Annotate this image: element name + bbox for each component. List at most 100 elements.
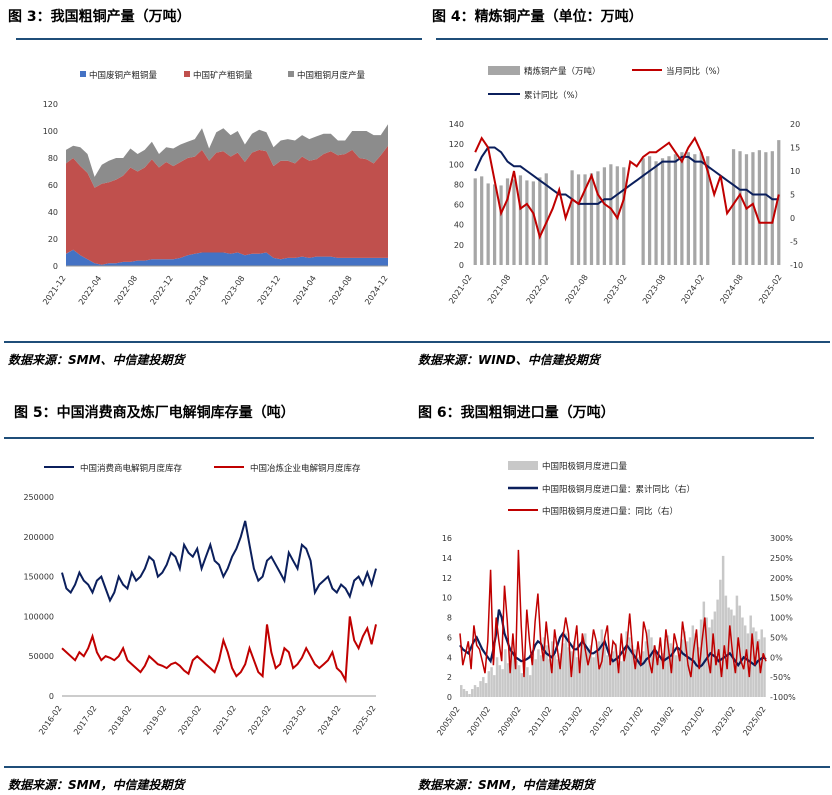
legend-label: 当月同比（%） bbox=[666, 66, 725, 77]
y-tick-label: 40 bbox=[48, 208, 58, 217]
legend-label: 中国阳极铜月度进口量：同比（右） bbox=[542, 506, 678, 517]
bar bbox=[462, 689, 466, 697]
bar bbox=[573, 641, 576, 697]
bar bbox=[564, 633, 568, 697]
figure5-source: 数据来源：SMM，中信建投期货 bbox=[8, 778, 185, 792]
bar bbox=[471, 689, 474, 697]
line-consumer-inventory bbox=[61, 520, 377, 603]
bar bbox=[751, 152, 755, 265]
bar bbox=[697, 647, 700, 697]
bar bbox=[504, 649, 507, 697]
legend-label: 中国废铜产粗铜量 bbox=[89, 70, 158, 81]
y-right-tick-label: 50% bbox=[770, 633, 788, 642]
y-left-tick-label: 16 bbox=[442, 534, 452, 543]
bar bbox=[556, 659, 559, 697]
bar bbox=[506, 663, 510, 697]
bar bbox=[617, 655, 620, 697]
y-tick-label: 150000 bbox=[23, 573, 54, 582]
y-right-tick-label: 0 bbox=[790, 214, 795, 223]
y-left-tick-label: 10 bbox=[442, 594, 452, 603]
x-tick-label: 2025/02 bbox=[741, 705, 767, 737]
bar bbox=[680, 152, 684, 265]
y-tick-label: 0 bbox=[53, 262, 58, 271]
bar bbox=[654, 161, 658, 265]
y-left-tick-label: 140 bbox=[449, 120, 464, 129]
bar bbox=[525, 180, 529, 265]
bar bbox=[480, 176, 484, 265]
y-left-tick-label: 60 bbox=[454, 201, 464, 210]
bar bbox=[493, 675, 496, 697]
bar bbox=[731, 149, 736, 265]
y-right-tick-label: 15 bbox=[790, 144, 800, 153]
bar bbox=[570, 170, 574, 265]
bar bbox=[724, 595, 728, 697]
bar bbox=[465, 691, 468, 697]
bar bbox=[757, 150, 762, 265]
x-tick-label: 2022-02 bbox=[525, 273, 552, 306]
x-tick-label: 2005/02 bbox=[435, 705, 461, 737]
bar bbox=[517, 665, 521, 697]
figure4-chart: 0 20 40 60 80 100 120 140 -10 -5 0 5 10 15 20 2021-02 20… bbox=[447, 66, 803, 306]
bar bbox=[738, 151, 742, 265]
y-right-tick-label: 150% bbox=[770, 594, 793, 603]
bar bbox=[655, 653, 659, 697]
bar bbox=[647, 156, 652, 265]
bar bbox=[622, 167, 626, 265]
bar bbox=[777, 140, 781, 265]
y-right-tick-label: 5 bbox=[790, 191, 795, 200]
bar bbox=[460, 685, 463, 697]
bar bbox=[719, 579, 722, 697]
bar bbox=[675, 655, 678, 697]
figure4-title: 图 4：精炼铜产量（单位：万吨） bbox=[432, 9, 643, 25]
bar bbox=[473, 178, 477, 265]
bar bbox=[487, 671, 491, 697]
bar bbox=[680, 639, 684, 697]
legend-label: 中国阳极铜月度进口量：累计同比（右） bbox=[542, 484, 695, 495]
y-tick-label: 60 bbox=[48, 181, 58, 190]
bar bbox=[479, 681, 482, 697]
line-cumulative-yoy bbox=[474, 146, 779, 205]
bar bbox=[693, 154, 697, 265]
y-left-tick-label: 100 bbox=[449, 160, 464, 169]
legend-label: 中国冶炼企业电解铜月度库存 bbox=[250, 463, 361, 474]
x-tick-label: 2025-02 bbox=[351, 704, 378, 737]
y-tick-label: 120 bbox=[43, 100, 58, 109]
x-tick-label: 2023/02 bbox=[711, 705, 737, 737]
line-monthly-yoy bbox=[459, 549, 767, 678]
bar bbox=[721, 555, 725, 697]
x-tick-label: 2024-02 bbox=[316, 704, 343, 737]
x-tick-label: 2018-02 bbox=[107, 704, 134, 737]
x-tick-label: 2022-02 bbox=[246, 704, 273, 737]
bar bbox=[545, 645, 548, 697]
x-tick-label: 2024-08 bbox=[718, 273, 745, 306]
line-monthly-yoy bbox=[474, 136, 780, 240]
bar bbox=[764, 152, 768, 265]
bar bbox=[505, 178, 510, 265]
bar bbox=[595, 653, 598, 697]
bar bbox=[622, 647, 626, 697]
x-tick-label: 2021-02 bbox=[212, 704, 239, 737]
bar bbox=[650, 637, 653, 697]
x-tick-label: 2023-02 bbox=[281, 704, 308, 737]
x-tick-label: 2023-04 bbox=[184, 274, 211, 307]
bar bbox=[492, 184, 497, 265]
bar bbox=[630, 645, 634, 697]
bar bbox=[673, 154, 678, 265]
bar bbox=[526, 667, 529, 697]
bar bbox=[562, 643, 565, 697]
bar bbox=[770, 151, 774, 265]
y-right-tick-label: 0% bbox=[770, 653, 783, 662]
y-right-tick-label: -100% bbox=[770, 693, 796, 702]
bar bbox=[730, 609, 733, 697]
bar bbox=[614, 643, 617, 697]
figure3-source: 数据来源：SMM、中信建投期货 bbox=[8, 353, 185, 367]
y-tick-label: 0 bbox=[49, 692, 54, 701]
bar bbox=[515, 661, 518, 697]
y-right-tick-label: 100% bbox=[770, 614, 793, 623]
bar bbox=[589, 173, 594, 265]
x-tick-label: 2023-08 bbox=[641, 273, 668, 306]
bar bbox=[664, 639, 667, 697]
x-tick-label: 2022-04 bbox=[77, 274, 104, 307]
bar bbox=[520, 673, 524, 697]
bar bbox=[468, 694, 471, 697]
